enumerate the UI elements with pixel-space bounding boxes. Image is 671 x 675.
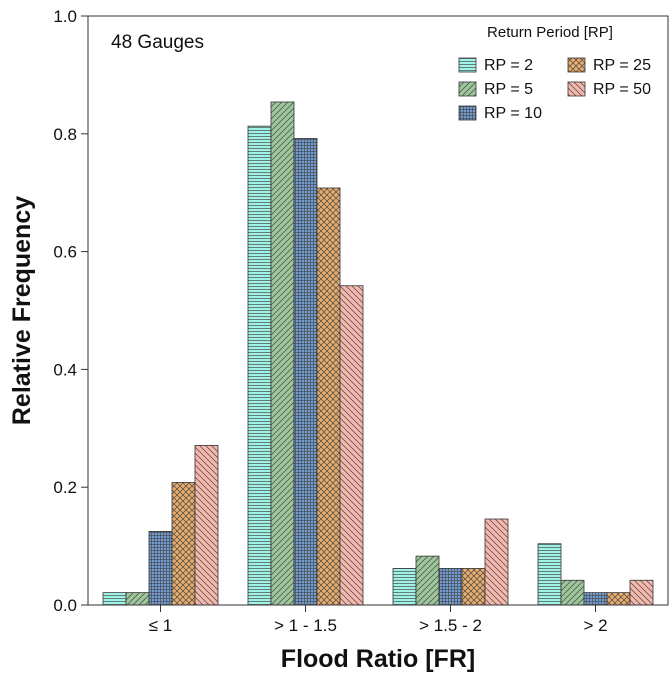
axes-layer: 0.0 0.2 0.4 0.6 0.8 1.0 ≤ 1 > 1 - 1.5 > 1.5 - 2 >… <box>53 7 607 635</box>
legend-item-rp2: RP = 2 <box>458 57 533 74</box>
y-tick-label: 0.0 <box>53 596 77 615</box>
legend-title: Return Period [RP] <box>487 24 613 41</box>
y-axis-title: Relative Frequency <box>8 196 36 425</box>
x-tick-label: > 1 - 1.5 <box>274 616 337 635</box>
bar-rp25-cat1 <box>316 187 341 606</box>
y-tick-label: 0.6 <box>53 243 77 262</box>
bar-rp10-cat3 <box>583 592 608 606</box>
y-tick-label: 0.8 <box>53 125 77 144</box>
legend-label: RP = 10 <box>484 105 542 122</box>
legend-swatch <box>567 81 586 97</box>
bar-rp50-cat0 <box>194 444 219 606</box>
legend-item-rp5: RP = 5 <box>458 81 533 98</box>
x-tick-label: > 2 <box>583 616 607 635</box>
bar-rp50-cat1 <box>339 285 364 606</box>
legend-label: RP = 2 <box>484 57 533 74</box>
x-tick-label: > 1.5 - 2 <box>419 616 482 635</box>
legend-item-rp10: RP = 10 <box>458 105 542 122</box>
x-tick-label: ≤ 1 <box>149 616 173 635</box>
bar-rp25-cat2 <box>461 568 486 606</box>
legend-label: RP = 5 <box>484 81 533 98</box>
legend-item-rp50: RP = 50 <box>567 81 651 98</box>
chart-annotation: 48 Gauges <box>111 32 204 53</box>
bar-rp5-cat2 <box>415 555 440 606</box>
bars-layer <box>102 101 654 606</box>
legend: RP = 2 RP = 5 RP = 10 RP = 25 RP = 50 <box>458 57 651 122</box>
legend-label: RP = 25 <box>593 57 651 74</box>
bar-rp2-cat3 <box>537 543 562 606</box>
legend-label: RP = 50 <box>593 81 651 98</box>
bar-rp2-cat1 <box>247 125 272 606</box>
x-axis-title: Flood Ratio [FR] <box>281 645 475 673</box>
bar-rp10-cat1 <box>293 138 318 606</box>
bar-rp50-cat3 <box>629 579 654 606</box>
bar-rp10-cat0 <box>148 530 173 606</box>
bar-rp5-cat1 <box>270 101 295 606</box>
bar-rp50-cat2 <box>484 518 509 606</box>
bar-rp5-cat3 <box>560 579 585 606</box>
bar-rp25-cat3 <box>606 592 631 606</box>
legend-swatch <box>567 57 586 73</box>
legend-swatch <box>458 105 477 121</box>
bar-rp5-cat0 <box>125 592 150 606</box>
y-tick-label: 1.0 <box>53 7 77 26</box>
bar-rp25-cat0 <box>171 482 196 606</box>
bar-rp2-cat2 <box>392 568 417 606</box>
legend-item-rp25: RP = 25 <box>567 57 651 74</box>
plot-frame <box>87 15 669 606</box>
legend-swatch <box>458 81 477 97</box>
bar-rp2-cat0 <box>102 592 127 606</box>
bar-rp10-cat2 <box>438 568 463 606</box>
legend-swatch <box>458 57 477 73</box>
y-tick-label: 0.4 <box>53 360 77 379</box>
y-tick-label: 0.2 <box>53 478 77 497</box>
